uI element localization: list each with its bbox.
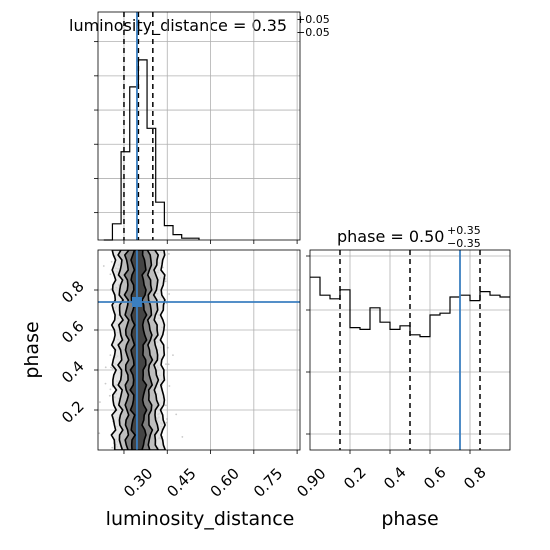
scatter-point	[164, 404, 167, 407]
scatter-ytick-label: 0.4	[58, 357, 88, 387]
top-hist-title-main: luminosity_distance = 0.35	[69, 16, 287, 36]
right-hist-title-main: phase = 0.50	[337, 227, 444, 246]
top-hist-title-sup: +0.05	[296, 13, 330, 26]
scatter-point	[110, 288, 113, 290]
scatter-point	[161, 266, 164, 269]
scatter-point	[111, 446, 114, 449]
top-hist-title-sub: −0.05	[296, 26, 330, 39]
scatter-point	[108, 394, 111, 397]
scatter-truth-marker	[131, 297, 142, 307]
right-hist-step-line	[310, 276, 510, 338]
scatter-xtick-label: 0.30	[120, 464, 156, 500]
right-hist-frame	[309, 249, 511, 451]
scatter-ytick-label: 0.6	[58, 317, 88, 347]
scatter-point	[109, 354, 112, 356]
scatter-point	[98, 401, 101, 403]
scatter-point	[166, 418, 168, 420]
right-hist-xtick-label: 0.4	[380, 463, 410, 493]
scatter-frame	[97, 249, 301, 451]
right-hist-title-sub: −0.35	[447, 237, 481, 250]
phase-vs-distance-scatter: 0.30 0.45 0.60 0.75 0.90 0.2 0.4 0.6 0.8	[58, 249, 330, 501]
right-hist-xtick-label: 0.6	[420, 463, 450, 493]
right-hist-xtick-label: 0.8	[460, 463, 490, 493]
scatter-point	[165, 421, 168, 424]
scatter-point	[167, 363, 170, 366]
top-hist-step-line	[103, 59, 200, 241]
scatter-point	[168, 252, 170, 255]
scatter-xtick-label: 0.45	[163, 464, 199, 500]
scatter-point	[110, 366, 112, 369]
y-axis-label-phase: phase	[21, 321, 43, 378]
scatter-point	[168, 293, 171, 295]
phase-histogram: 0.2 0.4 0.6 0.8	[306, 249, 511, 493]
scatter-point	[172, 354, 174, 357]
scatter-point	[109, 273, 112, 276]
right-hist-title-sup: +0.35	[447, 224, 481, 237]
x-axis-label-phase: phase	[381, 508, 438, 530]
scatter-ytick-label: 0.8	[58, 277, 88, 307]
scatter-point	[166, 346, 169, 349]
scatter-point	[168, 385, 171, 387]
scatter-point	[102, 265, 105, 267]
scatter-xtick-label: 0.75	[250, 464, 286, 500]
scatter-point	[109, 388, 112, 391]
scatter-point	[104, 366, 107, 369]
top-hist-frame	[97, 11, 301, 241]
right-hist-xtick-label: 0.2	[340, 463, 370, 493]
scatter-plot-area	[98, 250, 300, 450]
scatter-ytick-label: 0.2	[58, 397, 88, 427]
scatter-point	[175, 413, 178, 416]
scatter-point	[98, 432, 101, 435]
luminosity-distance-histogram	[94, 11, 301, 244]
scatter-point	[164, 280, 167, 283]
scatter-point	[165, 363, 167, 366]
scatter-point	[104, 382, 107, 385]
scatter-xtick-label: 0.90	[293, 464, 329, 500]
scatter-point	[181, 436, 184, 438]
top-hist-title: luminosity_distance = 0.35	[69, 16, 287, 36]
x-axis-label-distance: luminosity_distance	[106, 508, 295, 530]
scatter-point	[111, 367, 114, 370]
scatter-point	[110, 260, 113, 263]
scatter-xtick-label: 0.60	[207, 464, 243, 500]
